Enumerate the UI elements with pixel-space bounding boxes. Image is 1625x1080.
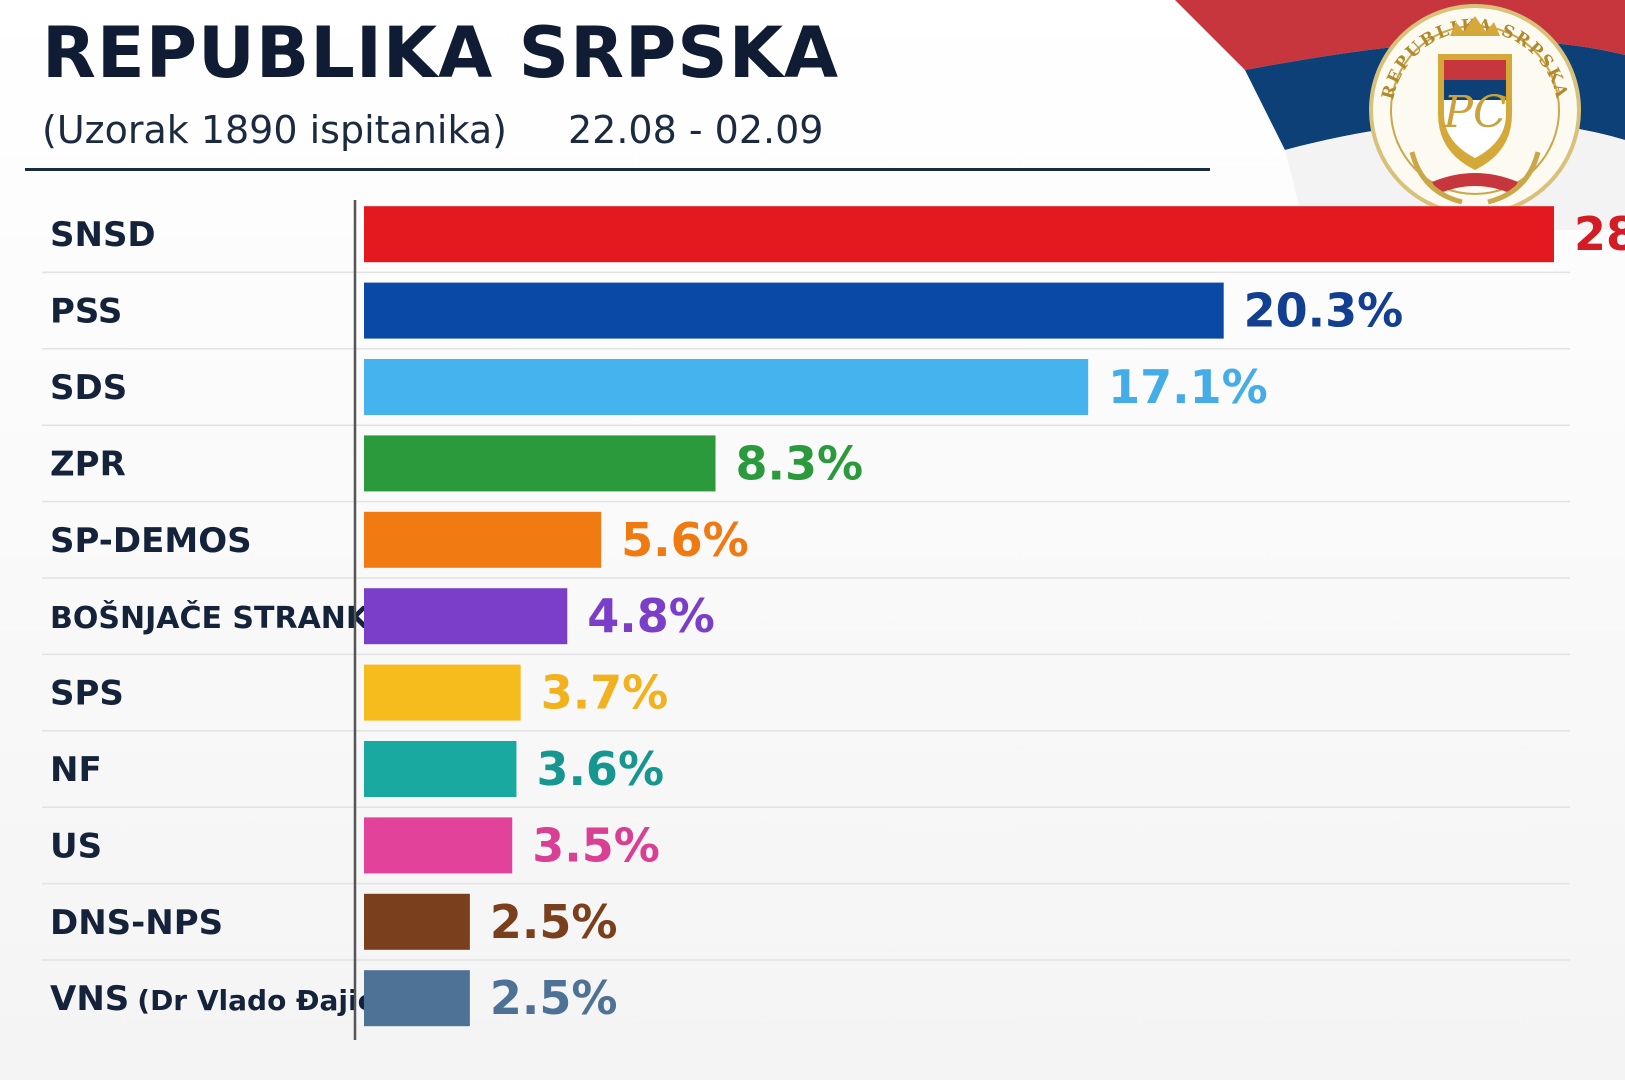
- bar-snsd: [364, 206, 1554, 263]
- value-label-snsd: 28.1%: [1574, 207, 1625, 261]
- category-label-zpr: ZPR: [50, 444, 126, 484]
- value-label-us: 3.5%: [532, 818, 660, 872]
- header-divider: [25, 168, 1210, 171]
- value-label-sp-demos: 5.6%: [621, 513, 749, 567]
- bar-pss: [364, 282, 1224, 339]
- category-label-us: US: [50, 826, 102, 866]
- category-label-sps: SPS: [50, 674, 124, 714]
- value-label-zpr: 8.3%: [735, 436, 863, 490]
- category-label-dns-nps: DNS-NPS: [50, 903, 223, 943]
- value-label-nf: 3.6%: [536, 742, 664, 796]
- category-label-vns: VNS (Dr Vlado Đajić): [50, 979, 387, 1019]
- bar-us: [364, 817, 513, 874]
- value-label-vns: 2.5%: [490, 971, 618, 1025]
- category-label-sp-demos: SP-DEMOS: [50, 521, 252, 561]
- bar-zpr: [364, 435, 716, 492]
- category-label-bo-nja-e-stranke: BOŠNJAČE STRANKE: [50, 599, 390, 636]
- survey-date-range: 22.08 - 02.09: [568, 108, 824, 152]
- value-label-sds: 17.1%: [1108, 360, 1268, 414]
- category-label-pss: PSS: [50, 292, 122, 332]
- category-label-nf: NF: [50, 750, 102, 790]
- bar-dns-nps: [364, 893, 470, 950]
- bar-vns: [364, 970, 470, 1027]
- value-label-dns-nps: 2.5%: [490, 895, 618, 949]
- bar-sps: [364, 664, 521, 721]
- sample-size-note: (Uzorak 1890 ispitanika): [42, 108, 507, 152]
- emblem-monogram: PC: [1442, 87, 1506, 138]
- page-title: REPUBLIKA SRPSKA: [42, 12, 840, 94]
- bar-bo-nja-e-stranke: [364, 588, 568, 645]
- coat-of-arms-emblem: REPUBLIKA SRPSKA PC: [1369, 4, 1581, 216]
- value-label-pss: 20.3%: [1244, 284, 1404, 338]
- bar-nf: [364, 741, 517, 797]
- bar-sds: [364, 359, 1089, 415]
- value-label-sps: 3.7%: [541, 666, 669, 720]
- value-label-bo-nja-e-stranke: 4.8%: [587, 589, 715, 643]
- category-label-snsd: SNSD: [50, 215, 156, 255]
- bar-sp-demos: [364, 511, 602, 568]
- category-label-sds: SDS: [50, 368, 127, 408]
